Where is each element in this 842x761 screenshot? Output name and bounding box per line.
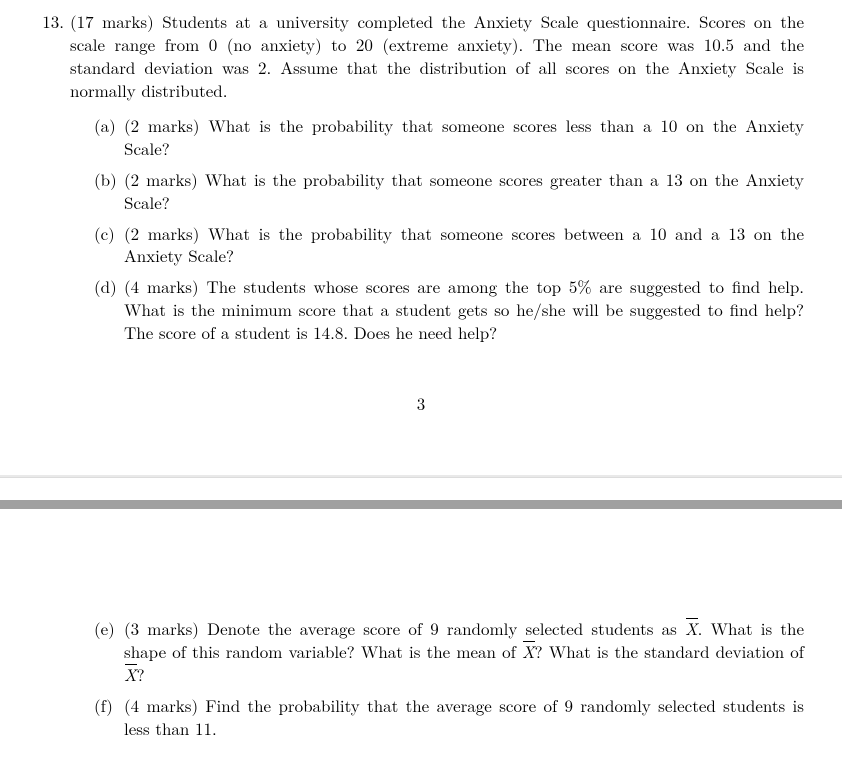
question-text: Students at a university completed the A… <box>70 9 804 102</box>
page-2-top-spacer <box>38 519 804 605</box>
part-a-body: (2 marks) What is the probability that s… <box>124 114 804 160</box>
part-e: (e) (3 marks) Denote the average score o… <box>94 617 804 686</box>
part-a: (a) (2 marks) What is the probability th… <box>94 114 804 160</box>
part-f-label: (f) <box>94 694 124 740</box>
question-number: 13. <box>38 10 70 352</box>
parts-list-top: (a) (2 marks) What is the probability th… <box>70 114 804 344</box>
part-b: (b) (2 marks) What is the probability th… <box>94 168 804 214</box>
part-e-post: ? <box>137 662 145 686</box>
question-13-continued: (e) (3 marks) Denote the average score o… <box>38 605 804 748</box>
part-c-text: What is the probability that someone sco… <box>124 221 804 268</box>
x-bar-symbol: X <box>124 663 137 686</box>
x-bar-symbol: X <box>522 640 535 663</box>
x-bar-symbol: X <box>685 617 698 640</box>
part-b-marks: (2 marks) <box>124 167 198 191</box>
part-d-text: The students whose scores are among the … <box>124 274 804 344</box>
question-body-continued: (e) (3 marks) Denote the average score o… <box>70 605 804 748</box>
part-e-body: (3 marks) Denote the average score of 9 … <box>124 617 804 686</box>
part-a-label: (a) <box>94 114 124 160</box>
part-a-marks: (2 marks) <box>124 113 200 137</box>
part-b-text: What is the probability that someone sco… <box>124 167 804 214</box>
part-e-marks: (3 marks) <box>124 616 199 640</box>
part-b-body: (2 marks) What is the probability that s… <box>124 168 804 214</box>
question-body: (17 marks) Students at a university comp… <box>70 10 804 352</box>
part-d-body: (4 marks) The students whose scores are … <box>124 275 804 344</box>
part-d-label: (d) <box>94 275 124 344</box>
page-number: 3 <box>38 392 804 415</box>
part-d-marks: (4 marks) <box>124 274 199 298</box>
question-number-spacer <box>38 605 70 748</box>
part-a-text: What is the probability that someone sco… <box>124 113 804 160</box>
part-c-marks: (2 marks) <box>124 221 199 245</box>
part-f-body: (4 marks) Find the probability that the … <box>124 694 804 740</box>
question-marks: (17 marks) <box>70 9 154 33</box>
page-separator <box>0 475 842 509</box>
part-e-label: (e) <box>94 617 124 686</box>
part-f-text: Find the probability that the average sc… <box>124 693 804 740</box>
part-b-label: (b) <box>94 168 124 214</box>
part-f: (f) (4 marks) Find the probability that … <box>94 694 804 740</box>
page-1: 13. (17 marks) Students at a university … <box>0 0 842 475</box>
parts-list-bottom: (e) (3 marks) Denote the average score o… <box>70 617 804 740</box>
part-f-marks: (4 marks) <box>124 693 198 717</box>
part-e-mid2: ? What is the standard deviation of <box>535 639 804 663</box>
question-13: 13. (17 marks) Students at a university … <box>38 10 804 352</box>
part-c: (c) (2 marks) What is the probability th… <box>94 222 804 268</box>
part-c-body: (2 marks) What is the probability that s… <box>124 222 804 268</box>
page-2: (e) (3 marks) Denote the average score o… <box>0 509 842 758</box>
part-e-pre: Denote the average score of 9 randomly s… <box>207 616 685 640</box>
part-d: (d) (4 marks) The students whose scores … <box>94 275 804 344</box>
part-c-label: (c) <box>94 222 124 268</box>
